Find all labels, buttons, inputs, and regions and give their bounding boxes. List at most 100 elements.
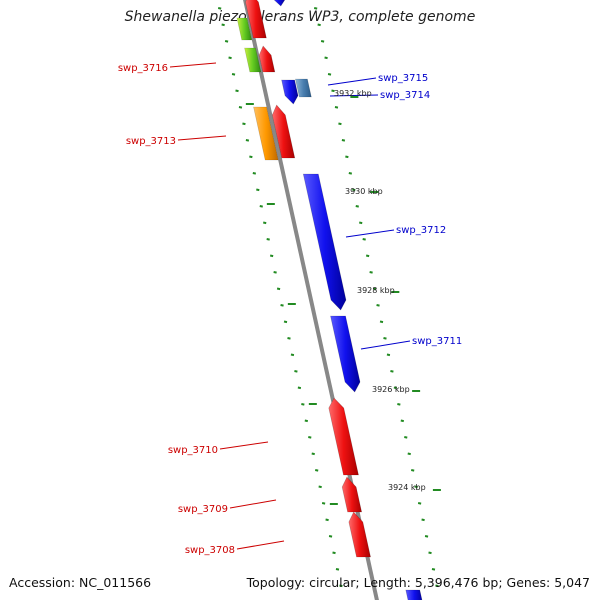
- inner-tick-mark: [238, 106, 243, 109]
- outer-tick-mark: [369, 271, 373, 274]
- inner-tick-mark: [308, 436, 312, 439]
- outer-tick-mark: [400, 419, 405, 423]
- inner-tick-mark: [321, 502, 326, 505]
- inner-tick-mark: [339, 584, 343, 588]
- outer-tick-mark: [327, 73, 332, 76]
- inner-tick-mark: [304, 419, 309, 423]
- outer-tick-mark: [352, 188, 356, 192]
- inner-tick-mark: [252, 172, 257, 175]
- outer-tick-mark: [421, 518, 425, 522]
- gene-label-swp_3711[interactable]: swp_3711: [412, 336, 462, 347]
- outer-tick-mark: [431, 568, 436, 571]
- outer-tick-mark: [348, 172, 353, 175]
- inner-tick-mark: [259, 205, 263, 208]
- inner-tick-mark: [287, 337, 291, 340]
- outer-tick-mark: [435, 584, 439, 588]
- inner-tick-mark: [276, 287, 281, 291]
- gene-label-leader-line: [236, 540, 285, 550]
- gene-label-leader-line: [219, 441, 269, 450]
- gene-feature-swp_3709[interactable]: [341, 476, 363, 513]
- position-label: 3924 kbp: [388, 483, 426, 492]
- inner-tick-mark: [263, 221, 267, 225]
- gene-label-leader-line: [345, 229, 395, 238]
- green-feature-partial-top[interactable]: [236, 17, 253, 41]
- outer-tick-mark: [386, 353, 391, 357]
- outer-tick-mark: [334, 106, 339, 109]
- outer-tick-mark: [365, 254, 370, 258]
- gene-feature-swp_3712[interactable]: [302, 173, 347, 311]
- outer-tick-mark: [424, 535, 429, 538]
- inner-tick-mark: [217, 7, 222, 10]
- gene-feature-partial-top[interactable]: [245, 0, 267, 39]
- gene-label-leader-line: [327, 77, 377, 86]
- inner-tick-mark: [280, 304, 284, 307]
- gene-feature-swp_3716[interactable]: [258, 45, 276, 73]
- gene-label-swp_3714[interactable]: swp_3714: [380, 90, 430, 101]
- gene-label-swp_3713[interactable]: swp_3713: [126, 136, 176, 147]
- gene-label-swp_3710[interactable]: swp_3710: [168, 445, 218, 456]
- gene-feature-orange-3713[interactable]: [253, 106, 279, 161]
- inner-tick-mark: [242, 122, 246, 126]
- inner-tick-mark: [273, 271, 277, 274]
- position-label: 3930 kbp: [345, 187, 383, 196]
- inner-tick-mark: [269, 254, 274, 258]
- inner-tick-mark: [311, 452, 315, 456]
- outer-tick-mark: [383, 337, 387, 340]
- gene-feature-swp_3710[interactable]: [328, 397, 359, 476]
- inner-tick-mark: [294, 370, 298, 373]
- outer-tick-mark: [390, 370, 394, 373]
- outer-tick-mark: [345, 155, 349, 159]
- gene-feature-swp_3711[interactable]: [330, 315, 361, 393]
- gene-label-swp_3708[interactable]: swp_3708: [185, 545, 235, 556]
- outer-tick-mark: [338, 122, 342, 126]
- position-label: 3928 kbp: [357, 286, 395, 295]
- inner-tick-mark: [325, 518, 329, 522]
- gene-label-leader-line: [360, 340, 411, 350]
- outer-tick-mark: [324, 56, 328, 60]
- outer-tick-mark: [407, 452, 411, 456]
- outer-tick-mark: [376, 304, 380, 307]
- gene-feature-swp_3713[interactable]: [271, 104, 296, 159]
- inner-tick-mark: [318, 485, 322, 489]
- outer-tick-mark: [428, 551, 432, 555]
- gene-feature-swp_3715[interactable]: [281, 79, 299, 105]
- outer-tick-mark: [362, 238, 366, 241]
- outer-tick-mark: [411, 469, 415, 472]
- outer-tick-mark: [397, 403, 401, 406]
- outer-tick-mark: [393, 386, 398, 390]
- inner-tick-mark: [290, 353, 295, 357]
- gene-label-swp_3716[interactable]: swp_3716: [118, 63, 168, 74]
- inner-tick-mark: [301, 403, 305, 406]
- gene-label-swp_3712[interactable]: swp_3712: [396, 225, 446, 236]
- gene-feature-partial-bottom[interactable]: [405, 589, 423, 600]
- inner-tick-mark: [315, 469, 319, 472]
- inner-tick-mark: [228, 56, 232, 60]
- accession-text: Accession: NC_011566: [9, 575, 152, 590]
- inner-tick-mark: [297, 386, 302, 390]
- gene-label-leader-line: [177, 135, 227, 141]
- genome-summary-text: Topology: circular; Length: 5,396,476 bp…: [246, 575, 590, 590]
- outer-tick-mark: [404, 436, 408, 439]
- gene-label-swp_3715[interactable]: swp_3715: [378, 73, 428, 84]
- inner-tick-mark: [231, 73, 236, 76]
- outer-tick-mark: [320, 40, 325, 43]
- inner-tick-mark: [266, 238, 270, 241]
- outer-tick-mark: [417, 502, 422, 505]
- inner-tick-mark: [249, 155, 253, 159]
- gene-feature-green-3716[interactable]: [244, 47, 262, 73]
- gene-feature-swp_3708[interactable]: [348, 511, 371, 558]
- outer-tick-mark: [359, 221, 363, 225]
- inner-tick-mark: [328, 535, 333, 538]
- gene-feature-swp_3714[interactable]: [295, 78, 312, 98]
- outer-tick-mark: [341, 139, 346, 142]
- gene-feature-partial-top-reverse[interactable]: [271, 0, 286, 7]
- inner-tick-mark: [245, 139, 250, 142]
- outer-tick-mark: [331, 89, 335, 93]
- inner-tick-mark: [335, 568, 340, 571]
- inner-tick-mark: [224, 40, 229, 43]
- inner-tick-mark: [235, 89, 239, 93]
- inner-tick-mark: [256, 188, 260, 192]
- map-title: Shewanella piezotolerans WP3, complete g…: [124, 9, 476, 25]
- gene-label-swp_3709[interactable]: swp_3709: [178, 504, 228, 515]
